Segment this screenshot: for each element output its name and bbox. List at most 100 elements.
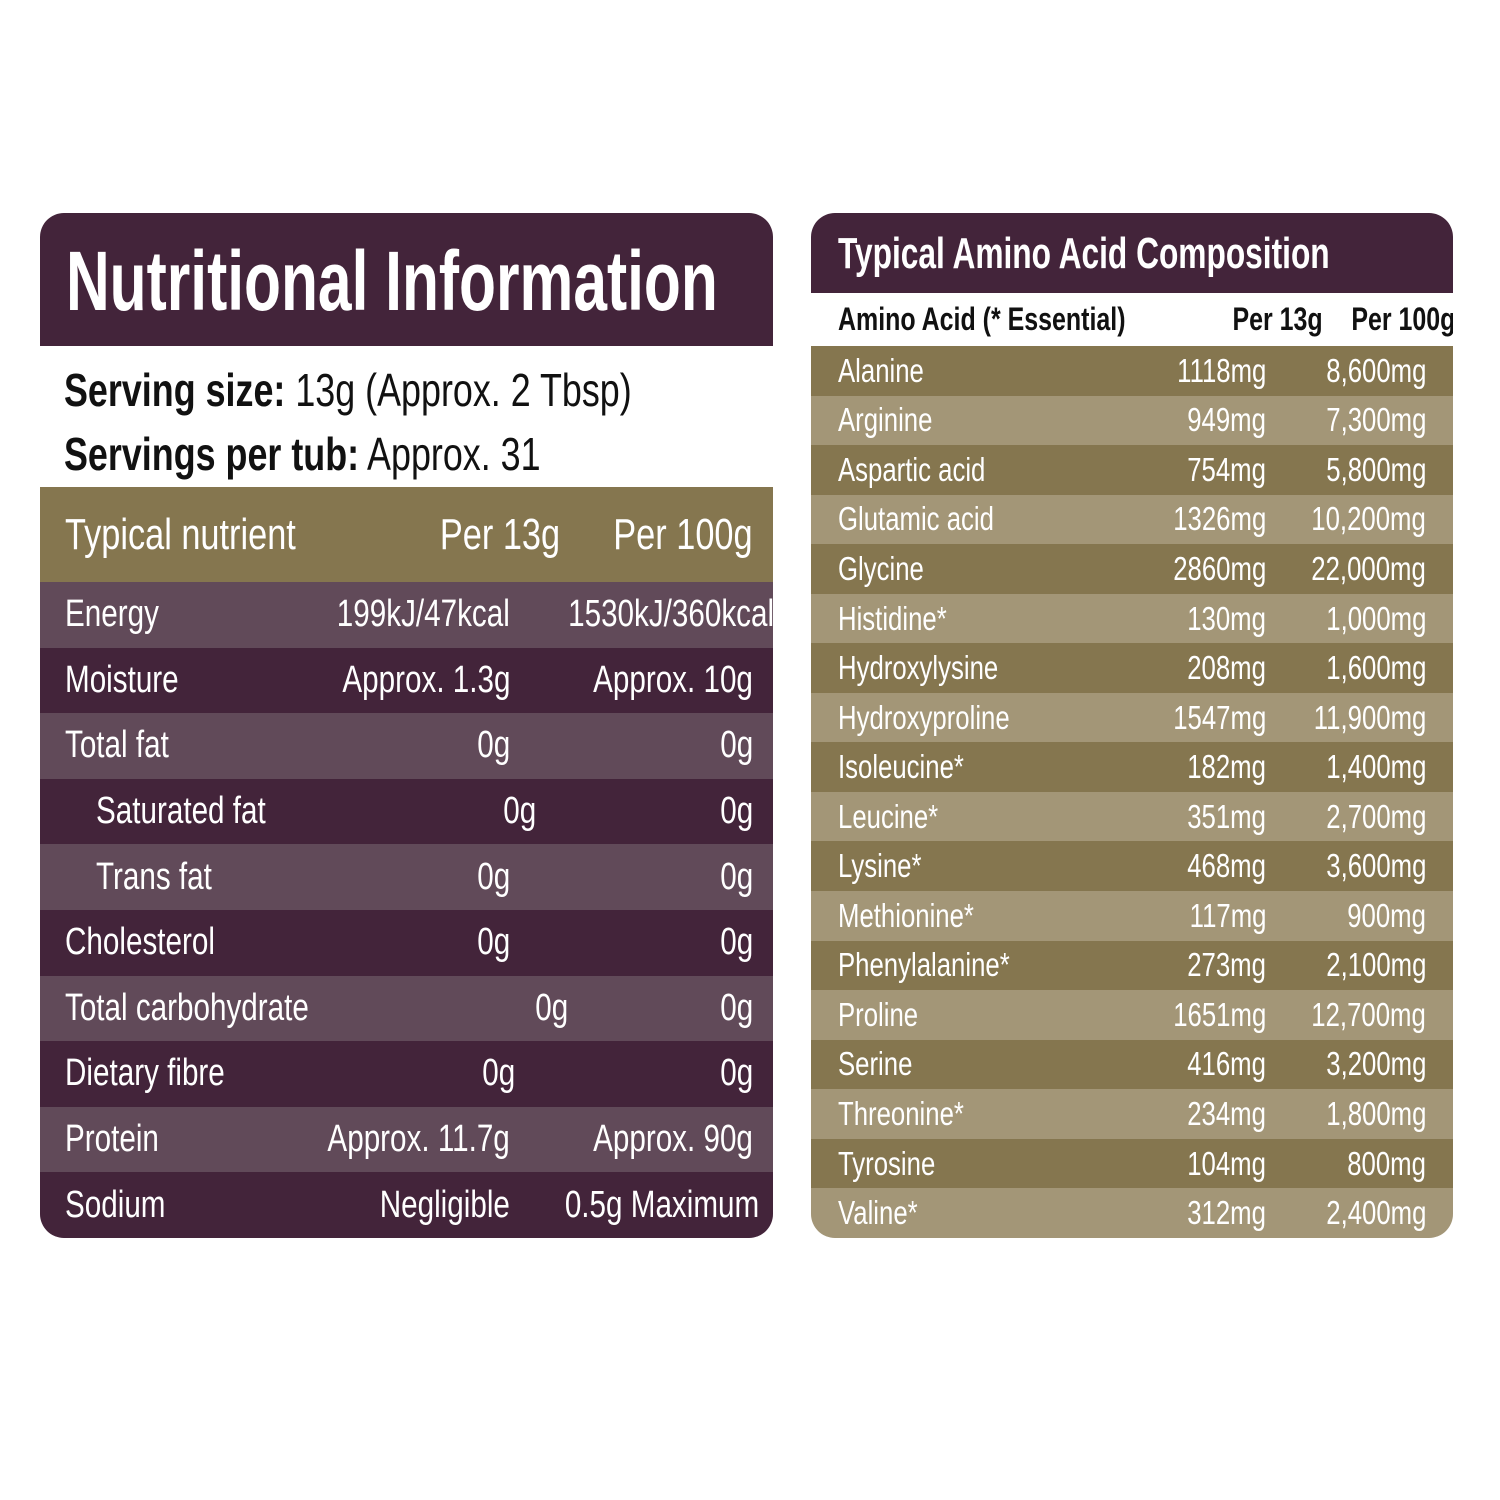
per-13g-value: 1118mg <box>1176 351 1266 389</box>
per-100g-value: 800mg <box>1347 1144 1426 1182</box>
table-row: Saturated fat 0g 0g <box>40 778 773 845</box>
nutrient-name: Valine* <box>838 1194 918 1232</box>
per-13g-value: 0g <box>481 1052 515 1095</box>
per-100g-value: 7,300mg <box>1325 401 1426 439</box>
nutrient-name: Cholesterol <box>65 921 215 964</box>
nutrient-name: Phenylalanine* <box>838 946 1010 984</box>
nutrient-name: Histidine* <box>838 599 947 637</box>
per-100g-value: 12,700mg <box>1311 995 1426 1033</box>
per-13g-value: Negligible <box>379 1183 510 1226</box>
nutrition-header: Typical nutrient Per 13g Per 100g <box>40 487 773 582</box>
nutrient-name: Total carbohydrate <box>65 986 309 1029</box>
serving-size-value: 13g (Approx. 2 Tbsp) <box>285 364 632 416</box>
per-13g-value: 312mg <box>1187 1194 1266 1232</box>
nutrient-name: Lysine* <box>838 847 922 885</box>
per-13g-value: 754mg <box>1187 450 1266 488</box>
serving-info: Serving size: 13g (Approx. 2 Tbsp) Servi… <box>40 346 773 487</box>
nutrient-name: Glutamic acid <box>838 500 994 538</box>
per-100g-value: 1,000mg <box>1325 599 1426 637</box>
amino-acid-panel: Typical Amino Acid Composition Amino Aci… <box>811 213 1453 1238</box>
per-100g-value: 2,700mg <box>1325 797 1426 835</box>
per-13g-value: 0g <box>477 921 510 964</box>
nutrient-name: Hydroxylysine <box>838 649 999 687</box>
nutrient-name: Saturated fat <box>96 790 266 833</box>
per-100g-value: 1,400mg <box>1325 748 1426 786</box>
nutrient-name: Leucine* <box>838 797 939 835</box>
nutrient-name: Protein <box>65 1118 159 1161</box>
table-row: Tyrosine 104mg 800mg <box>811 1138 1453 1189</box>
table-row: Protein Approx. 11.7g Approx. 90g <box>40 1106 773 1173</box>
per-100g-value: 0g <box>720 1052 753 1095</box>
per-13g-value: 0g <box>503 790 537 833</box>
table-row: Trans fat 0g 0g <box>40 844 773 910</box>
nutrient-name: Moisture <box>65 658 179 701</box>
serving-size-label: Serving size: <box>64 364 286 416</box>
per-100g-value: 11,900mg <box>1313 698 1426 736</box>
nutrient-name: Dietary fibre <box>65 1052 225 1095</box>
table-row: Dietary fibre 0g 0g <box>40 1041 773 1107</box>
nutrient-name: Arginine <box>838 401 933 439</box>
nutrient-name: Alanine <box>838 351 924 389</box>
nutrient-name: Trans fat <box>96 855 212 898</box>
nutrient-name: Proline <box>838 995 919 1033</box>
per-100g-value: 8,600mg <box>1325 351 1426 389</box>
table-row: Total fat 0g 0g <box>40 713 773 779</box>
per-13g-value: 273mg <box>1187 946 1266 984</box>
nutrient-name: Serine <box>838 1045 913 1083</box>
per-13g-value: 0g <box>535 986 568 1029</box>
per-13g-value: 234mg <box>1187 1094 1266 1132</box>
per-13g-value: 117mg <box>1189 896 1266 934</box>
nutrient-name: Total fat <box>65 724 169 767</box>
per-100g-value: 0g <box>720 855 753 898</box>
table-row: Alanine 1118mg 8,600mg <box>811 346 1453 396</box>
per-13g-value: 1326mg <box>1172 500 1266 538</box>
table-row: Total carbohydrate 0g 0g <box>40 975 773 1042</box>
table-row: Methionine* 117mg 900mg <box>811 891 1453 941</box>
nutrient-name: Tyrosine <box>838 1144 936 1182</box>
per-100g-value: 0g <box>720 790 753 833</box>
nutritional-information-panel: Nutritional Information Serving size: 13… <box>40 213 773 1238</box>
table-row: Proline 1651mg 12,700mg <box>811 990 1453 1040</box>
table-row: Sodium Negligible 0.5g Maximum <box>40 1172 773 1238</box>
per-100g-value: 0g <box>720 724 753 767</box>
per-13g-value: 0g <box>477 855 510 898</box>
per-100g-value: 1,600mg <box>1325 649 1426 687</box>
per-100g-value: 5,800mg <box>1325 450 1426 488</box>
per-13g-value: Approx. 1.3g <box>341 658 510 701</box>
per-100g-value: 1530kJ/360kcal <box>568 593 773 636</box>
amino-header: Amino Acid (* Essential) Per 13g Per 100… <box>811 293 1453 346</box>
nutrient-name: Threonine* <box>838 1094 964 1132</box>
table-row: Isoleucine* 182mg 1,400mg <box>811 742 1453 792</box>
servings-value: Approx. 31 <box>359 428 541 480</box>
nutrient-name: Isoleucine* <box>838 748 964 786</box>
per-100g-value: 0g <box>720 921 753 964</box>
nutrient-name: Methionine* <box>838 896 974 934</box>
per-100g-value: Approx. 10g <box>593 658 753 701</box>
per-100g-value: 0g <box>720 986 753 1029</box>
per-100g-value: Approx. 90g <box>593 1118 753 1161</box>
per-13g-value: Approx. 11.7g <box>327 1118 510 1161</box>
table-row: Serine 416mg 3,200mg <box>811 1039 1453 1090</box>
per-100g-value: 3,600mg <box>1325 847 1426 885</box>
per-100g-value: 10,200mg <box>1311 500 1426 538</box>
table-row: Lysine* 468mg 3,600mg <box>811 841 1453 892</box>
per-13g-value: 416mg <box>1187 1045 1266 1083</box>
per-13g-value: 1651mg <box>1172 995 1266 1033</box>
table-row: Aspartic acid 754mg 5,800mg <box>811 445 1453 495</box>
per-13g-value: 182mg <box>1187 748 1266 786</box>
nutrient-name: Glycine <box>838 549 924 587</box>
per-13g-value: 351mg <box>1187 797 1266 835</box>
per-13g-value: 949mg <box>1187 401 1266 439</box>
per-13g-value: 468mg <box>1187 847 1266 885</box>
table-row: Moisture Approx. 1.3g Approx. 10g <box>40 647 773 714</box>
per-13g-value: 208mg <box>1187 649 1266 687</box>
per-13g-value: 130mg <box>1187 599 1266 637</box>
amino-rows: Alanine 1118mg 8,600mg Arginine 949mg 7,300mg… <box>811 346 1453 1238</box>
table-row: Valine* 312mg 2,400mg <box>811 1188 1453 1238</box>
per-100g-value: 2,400mg <box>1325 1194 1426 1232</box>
per-100g-value: 3,200mg <box>1325 1045 1426 1083</box>
nutrient-name: Sodium <box>65 1183 166 1226</box>
per-100g-value: 2,100mg <box>1325 946 1426 984</box>
per-100g-value: 0.5g Maximum <box>564 1183 760 1226</box>
per-100g-value: 900mg <box>1347 896 1426 934</box>
